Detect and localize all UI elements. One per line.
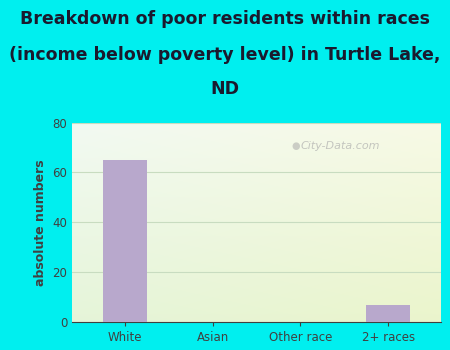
- Text: ND: ND: [211, 80, 239, 98]
- Text: (income below poverty level) in Turtle Lake,: (income below poverty level) in Turtle L…: [9, 46, 441, 63]
- Y-axis label: absolute numbers: absolute numbers: [34, 159, 47, 286]
- Text: City-Data.com: City-Data.com: [301, 141, 380, 152]
- Text: Breakdown of poor residents within races: Breakdown of poor residents within races: [20, 10, 430, 28]
- Bar: [366, 304, 410, 322]
- Bar: [103, 160, 147, 322]
- Text: ●: ●: [292, 141, 300, 152]
